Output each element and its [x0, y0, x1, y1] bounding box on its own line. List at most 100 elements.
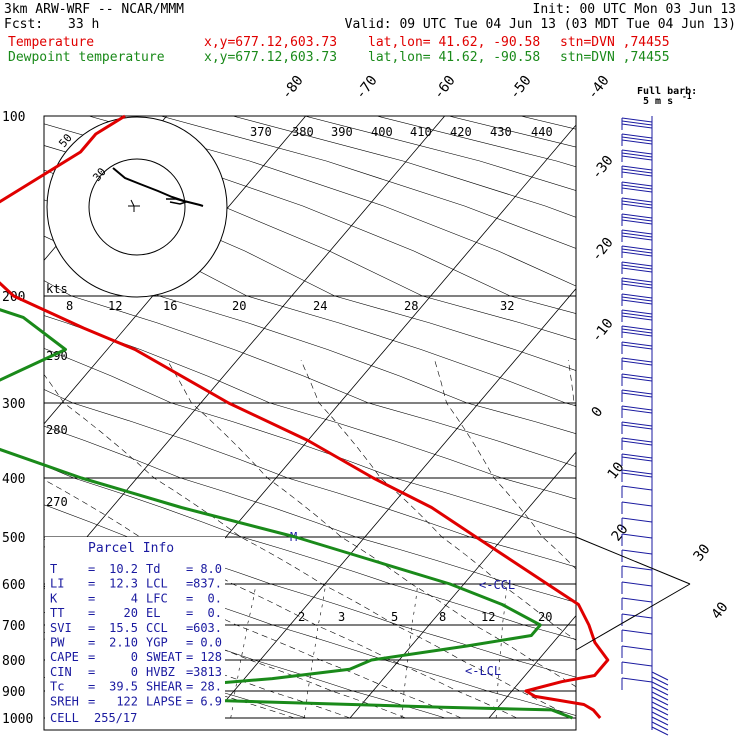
parcel-equals: =	[186, 621, 193, 635]
parcel-equals: =	[186, 562, 193, 576]
wind-barb	[621, 645, 653, 651]
wind-barb	[621, 232, 653, 238]
valid-time: Valid: 09 UTC Tue 04 Jun 13 (03 MDT Tue …	[344, 17, 736, 32]
lcl-marker: <-LCL	[465, 664, 501, 678]
dry-adiabat	[44, 348, 576, 535]
pressure-label: 900	[2, 685, 25, 700]
parcel-value: 39.5	[109, 680, 138, 694]
dry-adiabat	[304, 116, 576, 191]
wind-barb	[621, 187, 653, 193]
moist-adiabat	[44, 479, 517, 719]
parcel-equals: =	[186, 591, 193, 605]
parcel-value: 128	[200, 650, 222, 664]
parcel-value: 4	[131, 591, 138, 605]
wind-barb	[651, 701, 669, 711]
speed-label: 8	[66, 299, 73, 313]
wind-barb	[621, 453, 653, 459]
wind-barb	[621, 251, 653, 257]
parcel-value: 837.	[193, 577, 222, 591]
barb-legend-title: Full barb:	[637, 86, 697, 97]
dry-adiabat	[44, 199, 576, 407]
wind-barb	[621, 165, 653, 171]
hodograph: 50 30 kts	[46, 116, 228, 298]
pressure-label: 300	[2, 397, 25, 412]
pressure-label: 600	[2, 578, 25, 593]
wind-barb	[621, 168, 653, 174]
wind-barb	[621, 213, 653, 219]
wind-barb	[621, 149, 653, 155]
wind-barb	[621, 280, 653, 286]
wind-barb	[621, 235, 653, 241]
parcel-info-rows: T = 10.2 Td = 8.0LI = 12.3 LCL = 837.K = 4 LFC = 0.TT = 2…	[50, 562, 222, 708]
pressure-label: 700	[2, 619, 25, 634]
wind-barb	[621, 360, 653, 366]
forecast-label: Fcst:	[4, 17, 44, 32]
pressure-label: 1000	[2, 712, 33, 727]
dewpoint-latlon: lat,lon= 41.62, -90.58	[368, 50, 541, 65]
hodograph-trace	[112, 167, 204, 207]
parcel-label: SREH	[50, 694, 79, 708]
parcel-label: LI	[50, 577, 64, 591]
dewpoint-legend: Dewpoint temperature	[8, 50, 165, 65]
wind-barb	[621, 152, 653, 158]
parcel-equals: =	[88, 562, 95, 576]
wind-barb	[621, 123, 653, 129]
parcel-label: SWEAT	[146, 650, 182, 664]
wind-barb	[621, 565, 653, 571]
parcel-equals: =	[88, 680, 95, 694]
parcel-label: SHEAR	[146, 680, 183, 694]
speed-label: 32	[500, 299, 514, 313]
dry-adiabat	[376, 116, 576, 168]
parcel-label: EL	[146, 606, 160, 620]
wind-barb	[621, 408, 653, 414]
isotherm-line	[628, 116, 740, 718]
theta-label: 420	[450, 125, 472, 139]
isotherm-label: -60	[431, 73, 459, 103]
moist-adiabat	[167, 360, 576, 688]
parcel-value: 0.	[208, 606, 222, 620]
wind-barb	[621, 200, 653, 206]
isotherm-label: 10	[605, 459, 628, 482]
dry-adiabat	[44, 235, 576, 434]
parcel-label: Td	[146, 562, 160, 576]
wind-barb	[621, 283, 653, 289]
parcel-value: 0.0	[200, 636, 222, 650]
parcel-value: 20	[124, 606, 138, 620]
mixing-ratio-label: 5	[391, 610, 398, 624]
wind-barb	[621, 613, 653, 619]
parcel-value: 0	[131, 665, 138, 679]
wind-barb	[621, 325, 653, 331]
parcel-label: LFC	[146, 591, 168, 605]
wind-barb	[621, 133, 653, 139]
mixing-ratio-label: 20	[538, 610, 552, 624]
theta-label: 440	[531, 125, 553, 139]
dry-adiabat	[44, 465, 576, 640]
parcel-value: 8.0	[200, 562, 222, 576]
wind-barb	[621, 181, 653, 187]
hodograph-units: kts	[46, 282, 68, 296]
wind-barb	[621, 456, 653, 462]
wind-barb	[621, 248, 653, 254]
parcel-info-background	[45, 537, 225, 729]
wind-barb	[621, 309, 653, 315]
wind-barb	[621, 203, 653, 209]
pressure-label: 400	[2, 472, 25, 487]
parcel-label: LCL	[146, 577, 168, 591]
wind-barb	[621, 392, 653, 398]
wind-barbs	[575, 117, 691, 736]
temperature-legend: Temperature	[8, 35, 95, 50]
wind-barb	[621, 373, 653, 379]
hodograph-origin-cross	[128, 199, 140, 212]
wind-barb	[621, 261, 653, 267]
parcel-label: LAPSE	[146, 694, 182, 708]
wind-barb	[621, 245, 653, 251]
isotherm-label: -50	[507, 73, 535, 103]
moist-adiabat	[300, 360, 576, 641]
parcel-label: YGP	[146, 636, 168, 650]
parcel-equals: =	[186, 606, 193, 620]
speed-label: 28	[404, 299, 418, 313]
wind-barb	[621, 533, 653, 539]
parcel-equals: =	[186, 577, 193, 591]
wind-barb	[621, 267, 653, 273]
